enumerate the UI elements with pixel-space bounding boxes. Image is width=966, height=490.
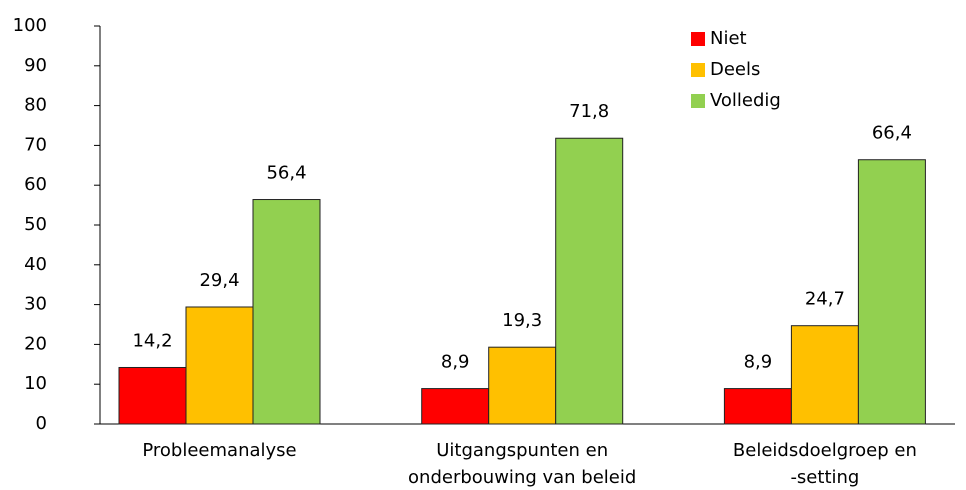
x-tick-label: Uitgangspunten en onderbouwing van belei…	[408, 440, 637, 488]
legend-label: Volledig	[710, 90, 781, 111]
bar	[555, 137, 624, 425]
y-tick-label: 90	[24, 55, 47, 76]
data-label: 19,3	[502, 310, 542, 331]
y-tick-label: 100	[13, 15, 47, 36]
data-label: 8,9	[744, 352, 773, 373]
y-tick-label: 10	[24, 373, 47, 394]
bar	[421, 388, 490, 425]
y-tick-label: 50	[24, 214, 47, 235]
y-tick-label: 70	[24, 134, 47, 155]
legend-swatch	[691, 94, 705, 108]
data-label: 56,4	[266, 163, 306, 184]
bar	[488, 346, 557, 425]
data-label: 24,7	[805, 289, 845, 310]
bar	[723, 388, 792, 425]
y-tick-label: 40	[24, 254, 47, 275]
y-tick-label: 20	[24, 333, 47, 354]
legend-swatch	[691, 32, 705, 46]
data-label: 29,4	[199, 270, 239, 291]
legend-swatch	[691, 63, 705, 77]
legend-label: Niet	[710, 28, 747, 49]
data-label: 71,8	[569, 101, 609, 122]
data-label: 14,2	[132, 330, 172, 351]
y-tick-label: 60	[24, 174, 47, 195]
bar	[118, 366, 187, 425]
bar	[857, 159, 926, 425]
data-label: 8,9	[441, 352, 470, 373]
bar	[252, 199, 321, 425]
legend-label: Deels	[710, 59, 760, 80]
x-tick-label: Beleidsdoelgroep en -setting	[732, 440, 917, 488]
y-tick-label: 30	[24, 294, 47, 315]
bar	[790, 325, 859, 425]
data-label: 66,4	[872, 123, 912, 144]
bar	[185, 306, 254, 425]
y-tick-label: 0	[36, 413, 47, 434]
y-tick-label: 80	[24, 95, 47, 116]
x-tick-label: Probleemanalyse	[142, 440, 297, 461]
